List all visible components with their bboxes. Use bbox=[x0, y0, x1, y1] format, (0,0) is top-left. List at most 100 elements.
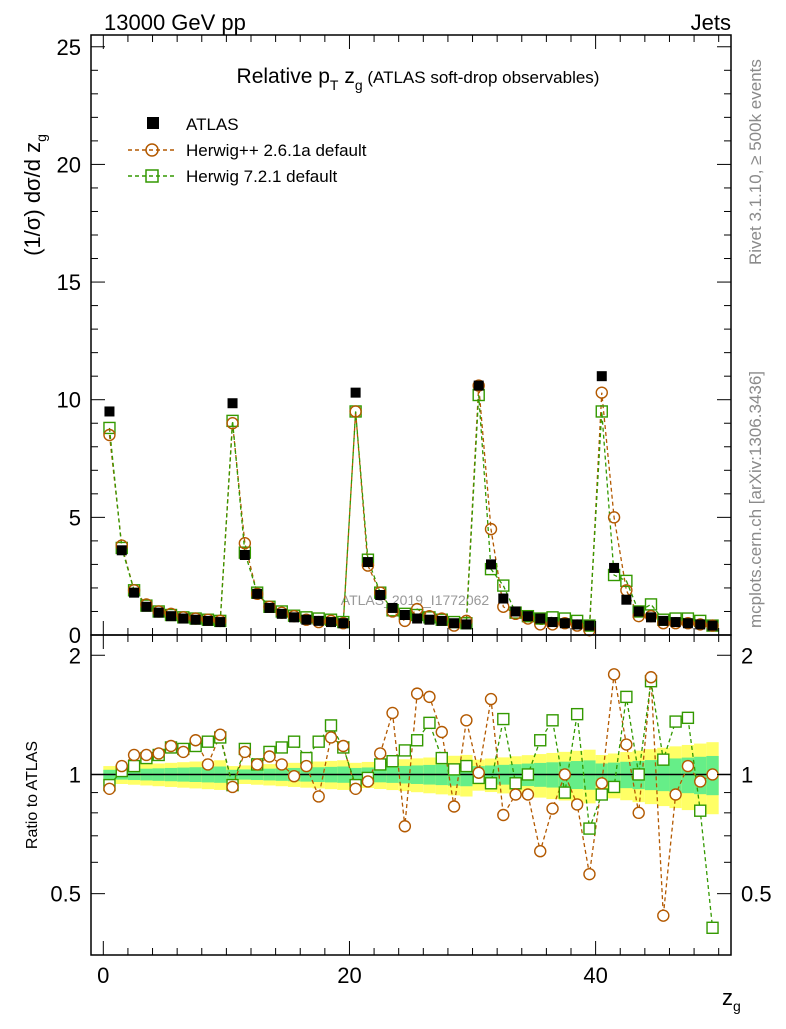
herwigpp-ratio-point bbox=[152, 747, 165, 760]
atlas-point bbox=[646, 612, 656, 623]
herwigpp-ratio-point bbox=[386, 706, 399, 720]
herwigpp-ratio-point bbox=[226, 780, 239, 794]
herwig7-point bbox=[632, 605, 645, 618]
herwig7-ratio-point bbox=[287, 735, 301, 748]
herwig7-ratio-point bbox=[398, 744, 412, 757]
herwigpp-ratio-point bbox=[127, 748, 141, 762]
legend-herwigpp-label: Herwig++ 2.6.1a default bbox=[186, 141, 367, 160]
atlas-point bbox=[375, 590, 386, 600]
atlas-point bbox=[301, 614, 312, 625]
herwig7-ratio-point bbox=[447, 763, 461, 776]
herwigpp-point bbox=[250, 587, 264, 601]
herwig7-ratio-point bbox=[583, 822, 596, 835]
main-ytick-label: 15 bbox=[57, 270, 81, 295]
herwigpp-ratio-point bbox=[681, 759, 695, 773]
herwigpp-point bbox=[694, 618, 707, 631]
herwigpp-ratio-point bbox=[632, 806, 645, 820]
herwigpp-ratio-point bbox=[300, 759, 313, 773]
herwig7-ratio-point bbox=[657, 753, 670, 766]
herwigpp-ratio-point bbox=[484, 692, 498, 706]
herwigpp-ratio-point bbox=[361, 775, 375, 788]
herwig7-ratio-point bbox=[374, 758, 387, 771]
herwig7-ratio-point bbox=[607, 780, 621, 794]
ratio-frame bbox=[90, 634, 732, 956]
herwig7-ratio-point bbox=[423, 716, 436, 730]
herwigpp-ratio-point bbox=[374, 747, 387, 760]
legend-herwig7-label: Herwig 7.2.1 default bbox=[186, 167, 337, 186]
atlas-point bbox=[153, 607, 164, 618]
herwig7-ratio-point bbox=[595, 788, 608, 801]
atlas-point bbox=[215, 617, 226, 628]
ratio-xtick-label: 0 bbox=[97, 963, 109, 988]
herwig7-ratio-point bbox=[534, 734, 547, 747]
atlas-point bbox=[326, 617, 336, 628]
rivet-label: Rivet 3.1.10, ≥ 500k events bbox=[746, 59, 765, 265]
herwig7-ratio-point bbox=[632, 768, 645, 781]
herwigpp-ratio-point bbox=[214, 728, 227, 741]
ratio-ytick-label-left: 2 bbox=[69, 643, 81, 668]
atlas-point bbox=[239, 550, 250, 560]
herwig7-point bbox=[595, 405, 608, 418]
herwigpp-ratio-point bbox=[657, 909, 670, 922]
herwig7-ratio-point bbox=[386, 755, 399, 768]
atlas-point bbox=[227, 398, 238, 409]
atlas-point bbox=[387, 602, 398, 613]
herwigpp-ratio-point bbox=[595, 777, 608, 790]
atlas-point bbox=[461, 619, 472, 630]
atlas-point bbox=[202, 615, 213, 626]
atlas-point bbox=[289, 612, 300, 623]
herwigpp-ratio-point bbox=[583, 867, 596, 881]
herwigpp-ratio-point bbox=[521, 788, 535, 801]
atlas-point bbox=[104, 406, 115, 417]
herwigpp-point bbox=[472, 379, 485, 392]
main-ytick-label: 10 bbox=[57, 388, 81, 413]
herwigpp-ratio-point bbox=[337, 739, 350, 753]
herwigpp-point bbox=[300, 613, 313, 626]
category-label: Jets bbox=[691, 10, 731, 35]
herwigpp-point bbox=[349, 405, 362, 418]
herwig7-ratio-point bbox=[484, 777, 498, 790]
main-ytick-label: 0 bbox=[69, 623, 81, 648]
herwigpp-line bbox=[108, 385, 713, 632]
atlas-point bbox=[695, 619, 706, 630]
atlas-point bbox=[449, 618, 460, 629]
atlas-point bbox=[707, 620, 718, 631]
herwigpp-point bbox=[103, 428, 116, 442]
herwigpp-ratio-point bbox=[410, 687, 424, 700]
herwig7-ratio-point bbox=[435, 751, 448, 765]
atlas-point bbox=[547, 617, 558, 628]
herwig7-point bbox=[497, 579, 510, 592]
main-ytick-label: 25 bbox=[57, 35, 81, 60]
herwig7-ratio-point bbox=[681, 711, 695, 725]
herwig7-point bbox=[103, 421, 116, 435]
herwigpp-ratio-point bbox=[263, 750, 276, 763]
atlas-point bbox=[350, 387, 361, 398]
atlas-point bbox=[424, 614, 435, 625]
herwigpp-ratio-point bbox=[398, 820, 412, 833]
herwigpp-ratio-point bbox=[694, 775, 707, 788]
ratio-panel: 0.5 0.51 12 20 20 40 Ratio to ATLAS zg bbox=[24, 634, 772, 1014]
herwigpp-ratio-point bbox=[447, 800, 461, 813]
herwigpp-ratio-point bbox=[250, 758, 264, 771]
herwigpp-ratio-point bbox=[472, 766, 485, 779]
atlas-point bbox=[313, 615, 324, 626]
herwigpp-ratio-point bbox=[620, 738, 633, 751]
herwig7-ratio-point bbox=[570, 707, 584, 721]
herwig7-ratio-point bbox=[127, 759, 141, 773]
herwig7-ratio-point bbox=[410, 734, 424, 747]
herwigpp-point bbox=[595, 386, 608, 399]
atlas-point bbox=[129, 587, 140, 598]
herwig7-ratio-point bbox=[546, 714, 559, 727]
herwigpp-ratio-point bbox=[570, 798, 584, 811]
herwigpp-ratio-point bbox=[349, 782, 362, 795]
legend-atlas-marker bbox=[147, 117, 159, 129]
legend-atlas-label: ATLAS bbox=[186, 115, 239, 134]
atlas-point bbox=[584, 620, 595, 631]
herwigpp-ratio-point bbox=[435, 725, 448, 739]
atlas-point bbox=[498, 593, 509, 604]
herwigpp-ratio-point bbox=[275, 758, 288, 771]
atlas-point bbox=[572, 619, 583, 630]
atlas-point bbox=[486, 559, 496, 570]
herwigpp-ratio-point bbox=[324, 731, 338, 744]
